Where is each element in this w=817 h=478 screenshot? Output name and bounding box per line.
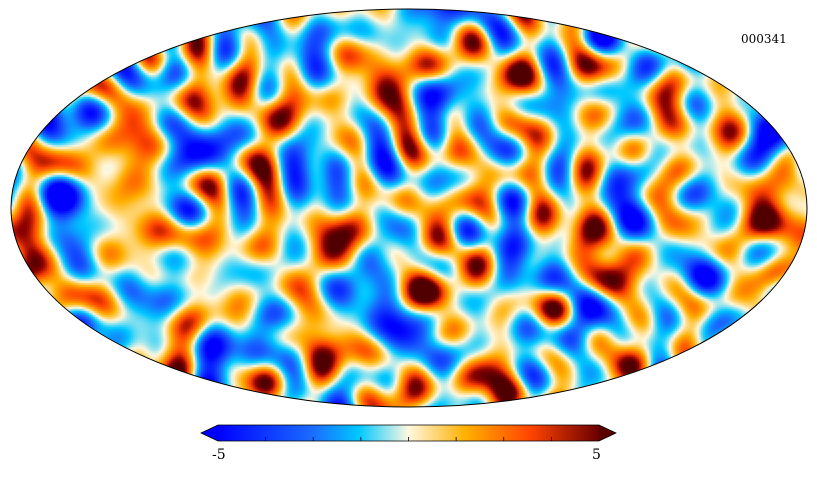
- map-id-label: 000341: [741, 32, 787, 46]
- sky-map-outline: [10, 8, 808, 408]
- cmb-fluctuation-field: [11, 9, 807, 407]
- colorbar-min-label: -5: [212, 447, 226, 463]
- colorbar-max-label: 5: [592, 447, 601, 463]
